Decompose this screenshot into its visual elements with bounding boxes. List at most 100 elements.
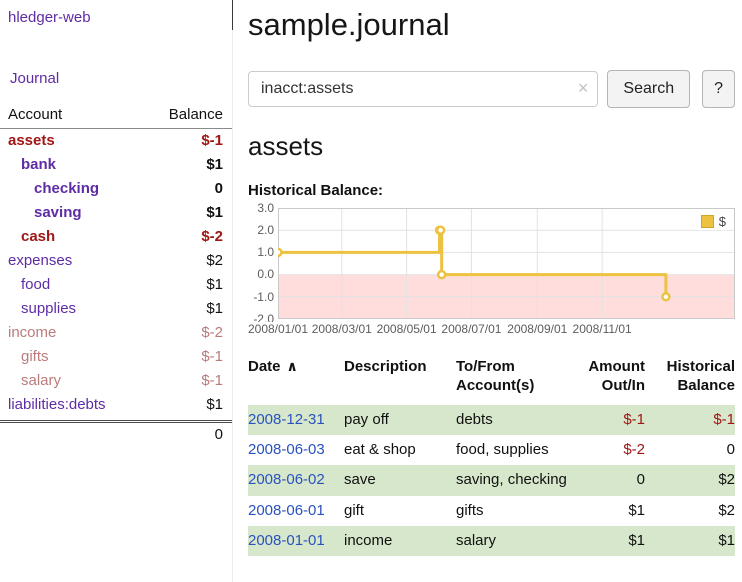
help-button[interactable]: ? [702,69,735,108]
account-row: gifts $-1 [0,345,233,369]
transaction-date-link[interactable]: 2008-12-31 [248,410,325,428]
sort-asc-icon: ∧ [286,357,298,374]
account-balance: $1 [206,276,223,293]
account-link[interactable]: cash [21,228,56,245]
clear-search-icon[interactable]: × [577,77,589,98]
transaction-row: 2008-06-02 save saving, checking 0 $2 [248,465,735,496]
transaction-description: income [344,531,393,549]
sidebar-divider [232,0,233,582]
transaction-description: eat & shop [344,441,416,459]
accounts-column-header: To/From Account(s) [456,357,535,395]
account-balance: $-1 [201,132,223,149]
description-column-header: Description [344,357,427,375]
account-balance: $-2 [201,228,223,245]
account-balance: $-1 [201,348,223,365]
account-link[interactable]: checking [34,180,100,197]
app-title-link[interactable]: hledger-web [8,9,91,26]
chart-legend: $ [696,212,730,230]
transaction-amount: $1 [628,531,645,549]
account-link[interactable]: expenses [8,252,73,269]
account-row: checking 0 [0,177,233,201]
account-link[interactable]: supplies [21,300,77,317]
transaction-accounts: debts [456,410,493,428]
search-button[interactable]: Search [607,69,691,108]
balance-column-header: Historical Balance [666,357,735,395]
y-tick-label: 3.0 [257,200,274,215]
transaction-accounts: saving, checking [456,471,567,489]
account-row: salary $-1 [0,369,233,393]
account-row: cash $-2 [0,225,233,249]
date-column-header[interactable]: Date ∧ [248,357,344,405]
transaction-accounts: food, supplies [456,441,549,459]
legend-label: $ [718,213,726,229]
y-tick-label: 1.0 [257,245,274,260]
chart-x-axis: 2008/01/01 2008/03/01 2008/05/01 2008/07/01… [246,319,735,337]
account-link[interactable]: food [21,276,51,293]
account-link[interactable]: saving [34,204,82,221]
sidebar: hledger-web Journal Account Balance asse… [0,0,233,582]
account-balance: $1 [206,396,223,413]
transaction-row: 2008-06-03 eat & shop food, supplies $-2… [248,435,735,465]
transaction-amount: $-1 [623,410,645,428]
account-row: liabilities:debts $1 [0,393,233,417]
accounts-list: assets $-1 bank $1 checking 0 saving $1 … [0,129,233,417]
x-tick-label: 2008/03/01 [310,321,373,336]
chart-svg [278,207,735,319]
account-row: assets $-1 [0,129,233,153]
transaction-date-link[interactable]: 2008-06-01 [248,501,325,519]
transaction-row: 2008-06-01 gift gifts $1 $2 [248,496,735,526]
account-heading: assets [248,130,324,161]
account-link[interactable]: bank [21,156,57,173]
transaction-row: 2008-01-01 income salary $1 $1 [248,525,735,557]
account-balance: 0 [214,180,223,197]
transactions-table: Date ∧ Description To/From Account(s) Amo… [248,357,735,557]
account-balance: $-2 [201,324,223,341]
account-link[interactable]: gifts [21,348,49,365]
transaction-amount: $1 [628,501,645,519]
account-balance: $1 [206,156,223,173]
accounts-total-row: 0 [0,420,233,445]
x-tick-label: 2008/09/01 [506,321,569,336]
main-content: sample.journal × Search ? assets Histori… [246,0,735,557]
search-box: × [248,70,599,107]
search-input[interactable] [248,70,599,107]
account-link[interactable]: assets [8,132,55,149]
account-row: income $-2 [0,321,233,345]
date-header-label: Date [248,357,281,375]
account-row: supplies $1 [0,297,233,321]
x-tick-label: 2008/01/01 [246,321,310,336]
transaction-balance: $-1 [713,410,735,428]
chart-plot-area: $ [278,207,735,319]
transaction-accounts: gifts [456,501,484,519]
account-link[interactable]: income [8,324,57,341]
transaction-accounts: salary [456,531,497,549]
y-tick-label: 0.0 [257,267,274,282]
sidebar-divider-top [232,0,233,30]
transaction-date-link[interactable]: 2008-06-03 [248,441,325,459]
accounts-col-balance: Balance [168,106,223,123]
account-balance: $2 [206,252,223,269]
transaction-balance: 0 [726,441,735,459]
sidebar-item-journal[interactable]: Journal [10,70,60,87]
transaction-description: save [344,471,376,489]
accounts-table-header: Account Balance [0,106,233,129]
transaction-date-link[interactable]: 2008-01-01 [248,531,325,549]
account-row: food $1 [0,273,233,297]
account-balance: $1 [206,204,223,221]
x-tick-label: 2008/05/01 [375,321,438,336]
transaction-date-link[interactable]: 2008-06-02 [248,471,325,489]
x-tick-label: 2008/11/01 [571,321,633,336]
account-link[interactable]: salary [21,372,62,389]
search-form: × Search ? [248,69,735,108]
account-balance: $-1 [201,372,223,389]
transaction-row: 2008-12-31 pay off debts $-1 $-1 [248,404,735,436]
legend-swatch-icon [700,214,714,228]
account-link[interactable]: liabilities:debts [8,396,106,413]
transaction-balance: $2 [718,471,735,489]
accounts-table: Account Balance assets $-1 bank $1 check… [0,106,233,445]
transaction-balance: $1 [718,531,735,549]
transaction-description: pay off [344,410,389,428]
transaction-description: gift [344,501,365,519]
chart-title: Historical Balance: [248,181,384,199]
account-row: saving $1 [0,201,233,225]
